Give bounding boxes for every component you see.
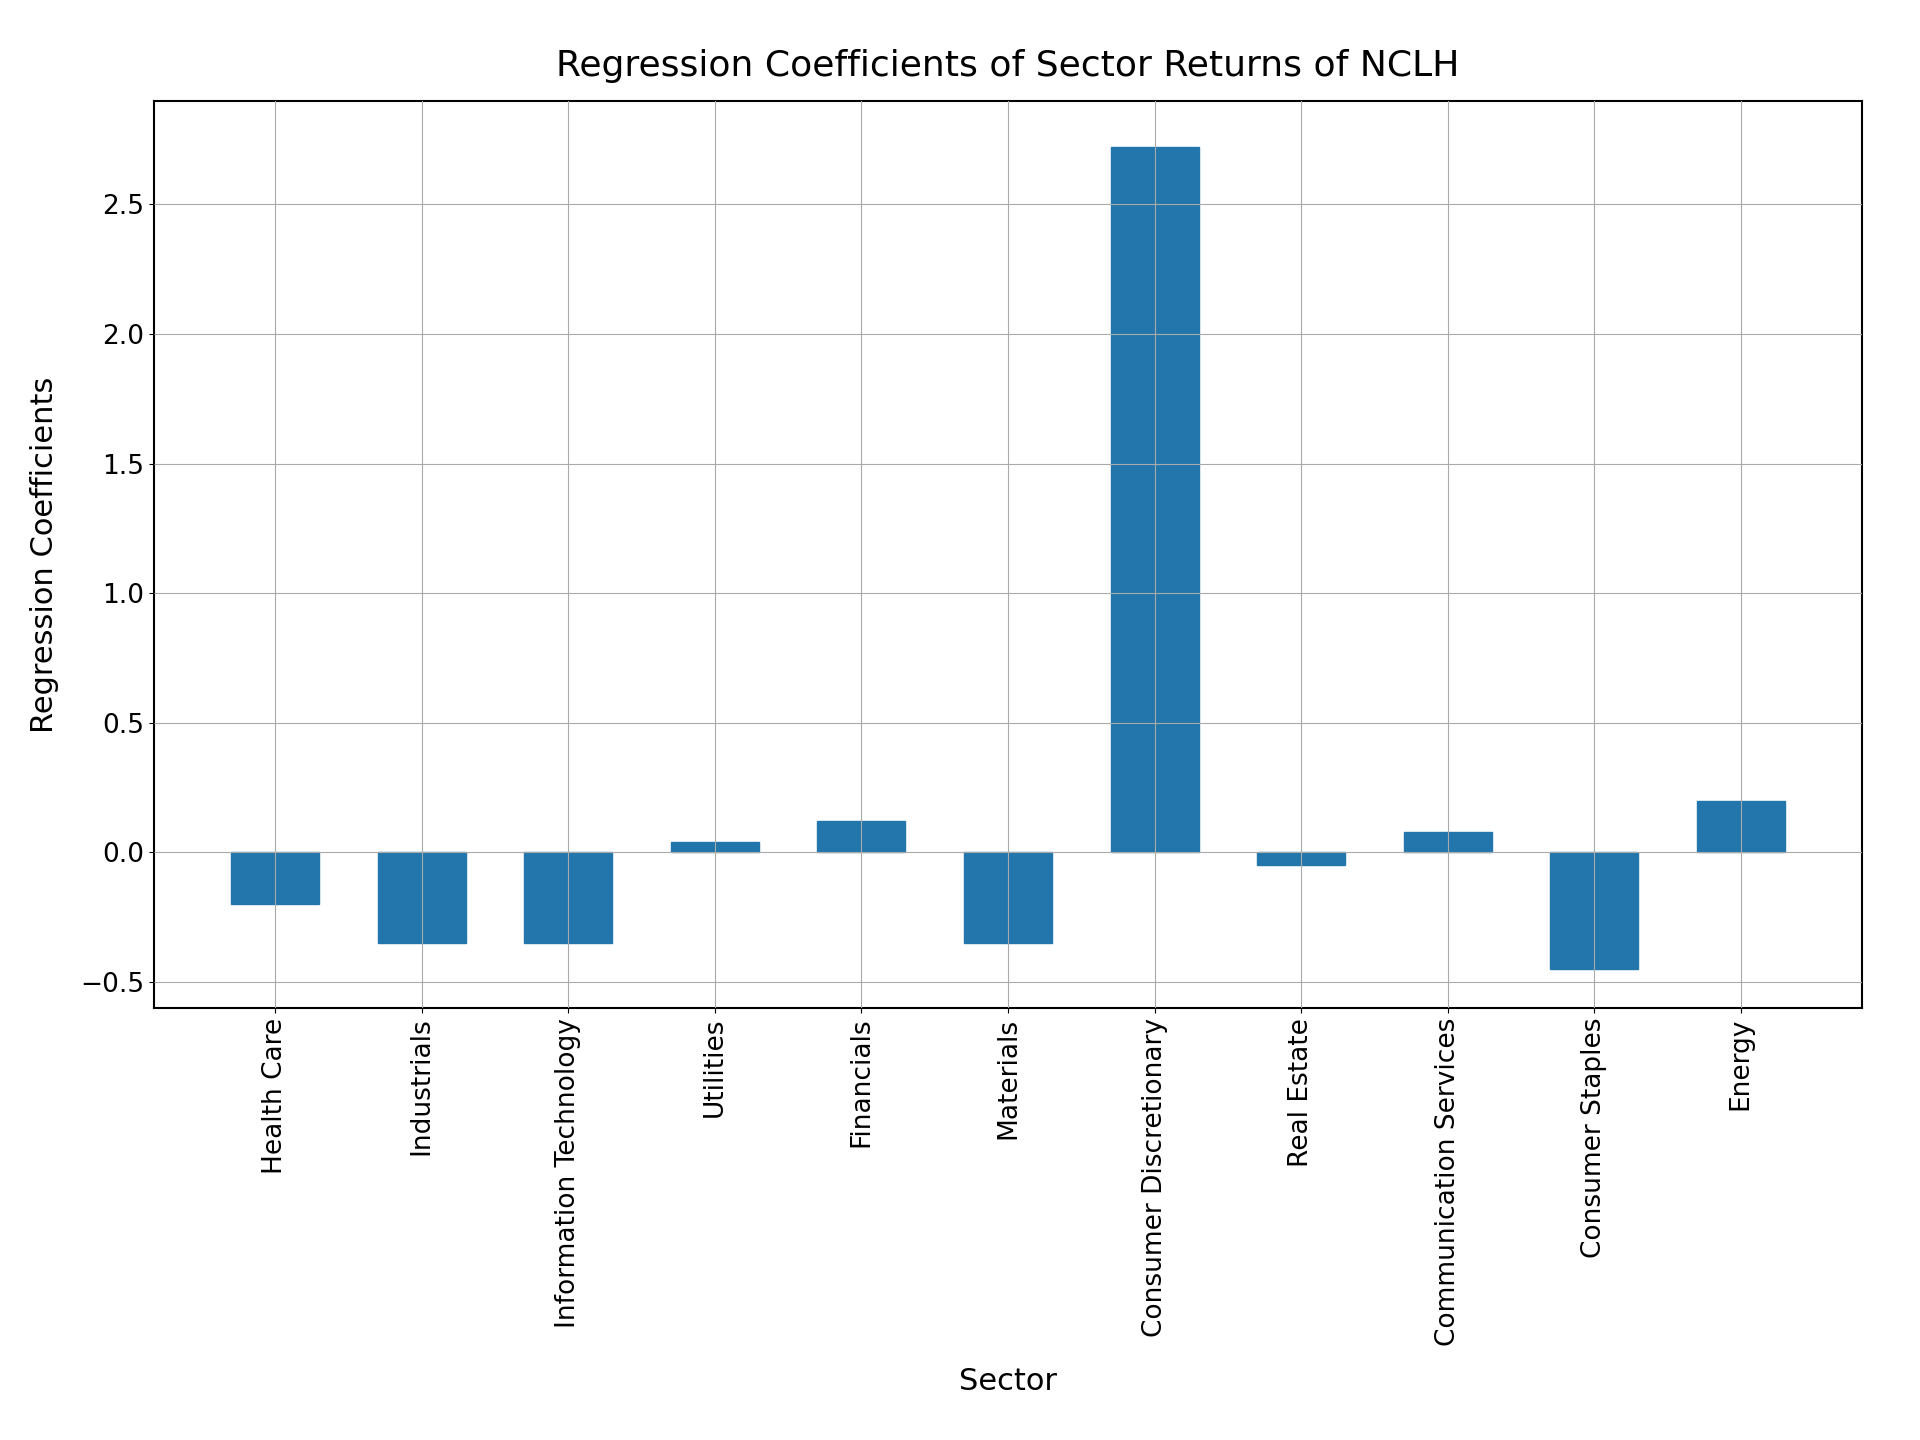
Bar — [230, 852, 319, 904]
Bar — [670, 842, 758, 852]
Bar — [378, 852, 467, 943]
Title: Regression Coefficients of Sector Returns of NCLH: Regression Coefficients of Sector Return… — [557, 49, 1459, 82]
Bar — [964, 852, 1052, 943]
Bar — [1258, 852, 1346, 865]
X-axis label: Sector: Sector — [958, 1367, 1058, 1395]
Bar — [818, 821, 906, 852]
Bar — [1110, 147, 1198, 852]
Bar — [1697, 801, 1786, 852]
Bar — [524, 852, 612, 943]
Y-axis label: Regression Coefficients: Regression Coefficients — [31, 376, 60, 733]
Bar — [1549, 852, 1638, 969]
Bar — [1404, 832, 1492, 852]
